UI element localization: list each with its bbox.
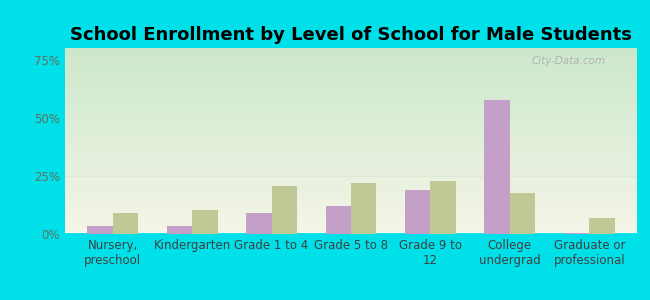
Bar: [430, 181, 456, 234]
Bar: [192, 210, 218, 234]
Bar: [590, 218, 615, 234]
Bar: [246, 213, 272, 234]
Bar: [564, 233, 590, 234]
Bar: [112, 213, 138, 234]
Bar: [351, 183, 376, 234]
Title: School Enrollment by Level of School for Male Students: School Enrollment by Level of School for…: [70, 26, 632, 44]
Bar: [87, 226, 112, 234]
Bar: [272, 186, 297, 234]
Bar: [484, 100, 510, 234]
Bar: [405, 190, 430, 234]
Bar: [510, 193, 536, 234]
Text: City-Data.com: City-Data.com: [531, 56, 605, 66]
Bar: [166, 226, 192, 234]
Bar: [326, 206, 351, 234]
